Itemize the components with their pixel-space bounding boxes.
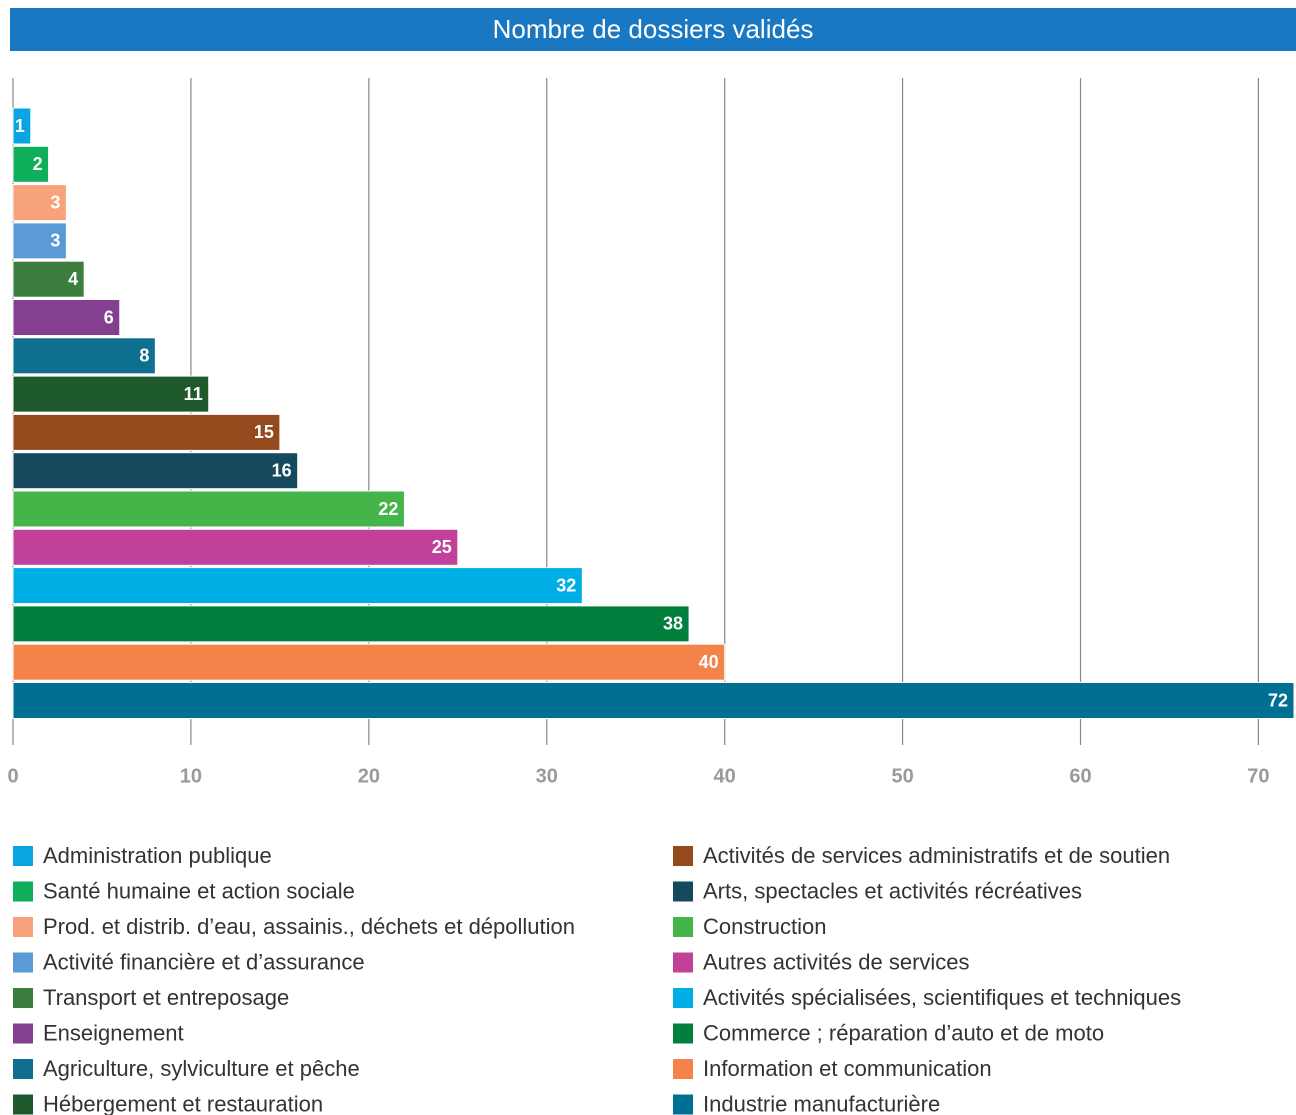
legend-swatch bbox=[13, 988, 33, 1008]
value-label: 3 bbox=[50, 231, 60, 251]
title-bar bbox=[10, 8, 1296, 51]
x-tick-label: 0 bbox=[7, 765, 18, 787]
x-tick-label: 20 bbox=[358, 765, 380, 787]
value-label: 38 bbox=[663, 614, 683, 634]
legend-label: Santé humaine et action sociale bbox=[43, 878, 355, 903]
legend-swatch bbox=[673, 988, 693, 1008]
legend-swatch bbox=[13, 846, 33, 866]
legend-label: Information et communication bbox=[703, 1056, 992, 1081]
value-label: 15 bbox=[254, 422, 274, 442]
value-label: 72 bbox=[1268, 690, 1288, 710]
legend-label: Enseignement bbox=[43, 1020, 184, 1045]
bar bbox=[12, 490, 405, 528]
legend-swatch bbox=[673, 1023, 693, 1044]
bar bbox=[12, 528, 459, 566]
legend-swatch bbox=[13, 881, 33, 902]
value-label: 2 bbox=[33, 154, 43, 174]
bar bbox=[12, 299, 121, 336]
x-tick-label: 10 bbox=[180, 765, 202, 787]
value-label: 16 bbox=[272, 460, 292, 480]
legend-label: Arts, spectacles et activités récréative… bbox=[703, 878, 1082, 903]
bar bbox=[12, 452, 299, 490]
legend-label: Activités de services administratifs et … bbox=[703, 843, 1170, 868]
bar bbox=[12, 107, 32, 145]
bar bbox=[12, 145, 50, 183]
legend-swatch bbox=[673, 1094, 693, 1115]
bar bbox=[12, 605, 690, 643]
bar bbox=[12, 222, 67, 260]
legend-swatch bbox=[673, 1059, 693, 1079]
bar bbox=[12, 337, 156, 375]
bar bbox=[12, 413, 281, 451]
x-tick-label: 30 bbox=[536, 765, 558, 787]
value-label: 3 bbox=[50, 192, 60, 212]
x-tick-label: 40 bbox=[714, 765, 736, 787]
legend-label: Commerce ; réparation d’auto et de moto bbox=[703, 1020, 1104, 1045]
legend-label: Activité financière et d’assurance bbox=[43, 949, 365, 974]
legend-label: Transport et entreposage bbox=[43, 985, 289, 1010]
legend-swatch bbox=[673, 846, 693, 866]
value-label: 1 bbox=[15, 116, 25, 136]
legend-label: Administration publique bbox=[43, 843, 272, 868]
x-tick-label: 50 bbox=[891, 765, 913, 787]
legend-label: Autres activités de services bbox=[703, 949, 970, 974]
legend-swatch bbox=[673, 917, 693, 937]
bar bbox=[12, 375, 210, 413]
legend-label: Agriculture, sylviculture et pêche bbox=[43, 1056, 360, 1081]
value-label: 6 bbox=[104, 307, 114, 327]
bar bbox=[12, 184, 67, 222]
value-label: 32 bbox=[556, 575, 576, 595]
legend-swatch bbox=[673, 952, 693, 973]
value-label: 22 bbox=[378, 499, 398, 519]
legend-label: Construction bbox=[703, 914, 827, 939]
legend-swatch bbox=[13, 1094, 33, 1115]
legend-swatch bbox=[13, 952, 33, 973]
legend-label: Prod. et distrib. d’eau, assainis., déch… bbox=[43, 914, 575, 939]
x-tick-label: 60 bbox=[1069, 765, 1091, 787]
bar bbox=[12, 260, 85, 298]
value-label: 40 bbox=[699, 652, 719, 672]
legend-label: Activités spécialisées, scientifiques et… bbox=[703, 985, 1181, 1010]
bar bbox=[12, 567, 583, 605]
legend-swatch bbox=[13, 1059, 33, 1079]
x-tick-label: 70 bbox=[1247, 765, 1269, 787]
chart-title: Nombre de dossiers validés bbox=[493, 14, 814, 44]
legend-label: Industrie manufacturière bbox=[703, 1091, 940, 1115]
value-label: 25 bbox=[432, 537, 452, 557]
bar bbox=[12, 682, 1295, 719]
value-label: 4 bbox=[68, 269, 78, 289]
value-label: 11 bbox=[184, 384, 203, 404]
legend-swatch bbox=[13, 1023, 33, 1044]
legend-label: Hébergement et restauration bbox=[43, 1091, 323, 1115]
bar bbox=[12, 643, 726, 681]
legend-swatch bbox=[13, 917, 33, 937]
legend-swatch bbox=[673, 881, 693, 902]
value-label: 8 bbox=[139, 346, 149, 366]
